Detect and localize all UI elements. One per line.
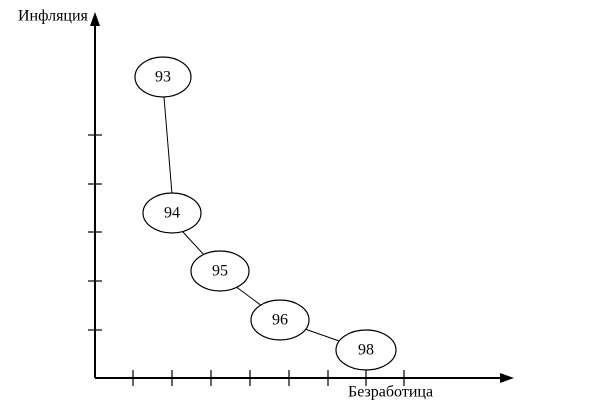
node (190, 250, 250, 292)
connector (304, 328, 343, 343)
connectors (163, 96, 367, 378)
node (142, 192, 202, 234)
node-label: 98 (358, 342, 374, 359)
node (335, 329, 397, 371)
connector (181, 230, 207, 258)
node-label: 94 (164, 205, 180, 222)
node (250, 299, 310, 341)
x-arrow (500, 373, 514, 383)
node-label: 93 (155, 69, 171, 86)
node-label: 95 (212, 263, 228, 280)
y-axis-label: Инфляция (18, 8, 89, 25)
connector (163, 96, 173, 195)
connector (234, 285, 263, 307)
axes: Инфляция Безработица (18, 8, 514, 401)
node-label: 96 (272, 312, 288, 329)
nodes: 93 94 95 96 98 (134, 56, 397, 371)
node (134, 56, 192, 98)
x-axis-label: Безработица (348, 384, 433, 401)
y-ticks (88, 134, 102, 331)
y-arrow (90, 12, 100, 26)
